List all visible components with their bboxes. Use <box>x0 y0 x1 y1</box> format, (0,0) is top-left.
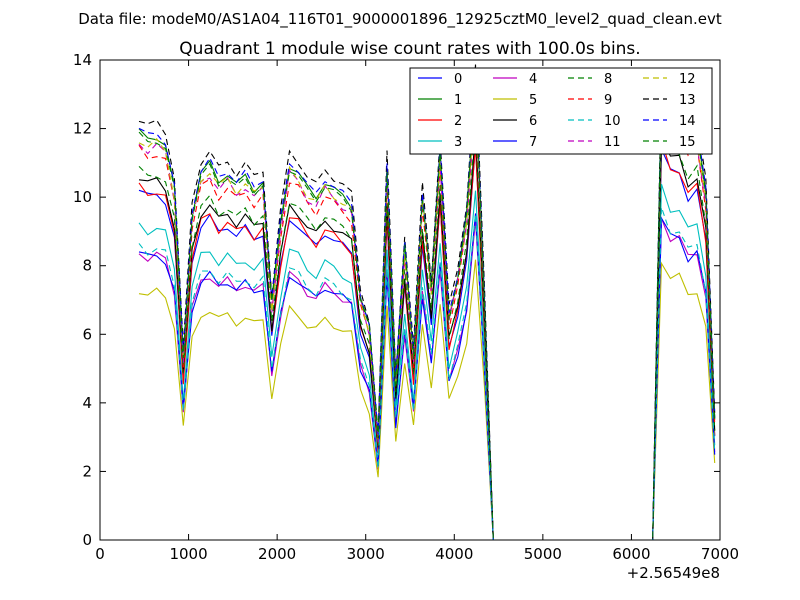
y-tick-label: 14 <box>73 51 92 69</box>
series-group <box>138 64 716 540</box>
y-tick-label: 12 <box>73 120 92 138</box>
legend-label-15: 15 <box>679 135 696 150</box>
series-line-5 <box>138 259 716 540</box>
legend-label-5: 5 <box>529 93 537 108</box>
plot-frame <box>99 59 721 541</box>
series-line-9 <box>138 97 716 540</box>
x-tick-label: 4000 <box>435 545 473 563</box>
x-axis: 0 1000 2000 3000 4000 5000 6000 7000 <box>95 60 739 563</box>
series-line-15 <box>138 84 716 540</box>
legend-label-12: 12 <box>679 72 696 87</box>
x-offset-label: +2.56549e8 <box>627 564 720 582</box>
x-tick-label: 7000 <box>701 545 739 563</box>
chart-title: Quadrant 1 module wise count rates with … <box>179 39 640 59</box>
legend-label-7: 7 <box>529 135 537 150</box>
legend-label-14: 14 <box>679 114 696 129</box>
x-tick-label: 2000 <box>258 545 296 563</box>
suptitle: Data file: modeM0/AS1A04_116T01_90000018… <box>78 10 722 29</box>
legend-label-9: 9 <box>604 93 612 108</box>
y-tick-label: 6 <box>82 325 92 343</box>
series-line-0 <box>138 144 716 540</box>
y-tick-label: 0 <box>82 531 92 549</box>
x-tick-label: 5000 <box>524 545 562 563</box>
legend-label-1: 1 <box>454 93 462 108</box>
x-tick-label: 3000 <box>347 545 385 563</box>
legend-frame <box>409 67 713 155</box>
y-tick-label: 10 <box>73 188 92 206</box>
legend-label-13: 13 <box>679 93 696 108</box>
y-tick-label: 8 <box>82 257 92 275</box>
legend-label-4: 4 <box>529 72 537 87</box>
x-tick-label: 6000 <box>612 545 650 563</box>
legend-label-11: 11 <box>604 135 621 150</box>
x-tick-label: 1000 <box>169 545 207 563</box>
series-line-8 <box>138 122 716 540</box>
series-line-6 <box>138 129 716 540</box>
series-line-7 <box>138 213 716 540</box>
legend-label-2: 2 <box>454 114 462 129</box>
legend-label-3: 3 <box>454 135 462 150</box>
series-line-3 <box>138 184 716 540</box>
y-tick-label: 2 <box>82 462 92 480</box>
legend-label-8: 8 <box>604 72 612 87</box>
x-tick-label: 0 <box>95 545 105 563</box>
legend-label-10: 10 <box>604 114 621 129</box>
y-tick-label: 4 <box>82 394 92 412</box>
series-line-4 <box>138 218 716 540</box>
legend-label-0: 0 <box>454 72 462 87</box>
legend-label-6: 6 <box>529 114 537 129</box>
